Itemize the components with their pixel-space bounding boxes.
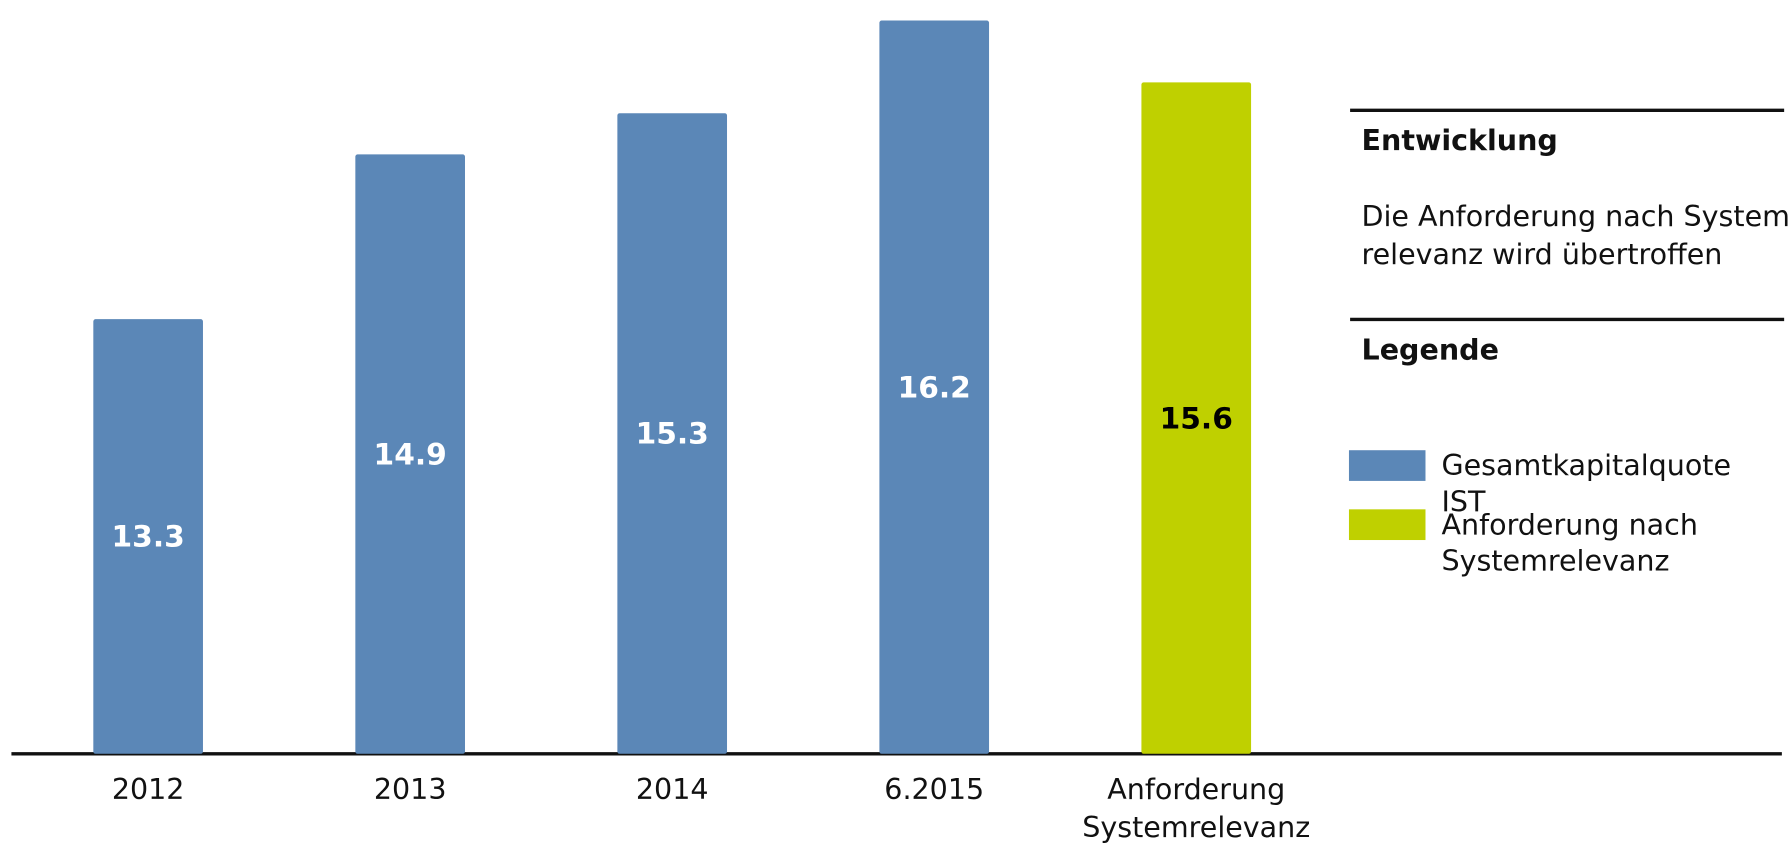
- bar: [355, 154, 465, 754]
- bar: [617, 113, 728, 754]
- legend-heading: Legende: [1362, 333, 1499, 366]
- x-tick-label: 2013: [374, 773, 447, 806]
- value-label: 15.3: [636, 417, 709, 451]
- value-label: 15.6: [1160, 401, 1233, 435]
- value-label: 14.9: [374, 437, 447, 471]
- bar: [93, 319, 203, 754]
- bar: [1141, 82, 1252, 754]
- value-label: 13.3: [112, 520, 185, 554]
- bar: [879, 20, 990, 754]
- panel-text: relevanz wird übertroffen: [1362, 238, 1723, 271]
- x-tick-label: Anforderung Systemrelevanz: [1082, 773, 1310, 843]
- legend-label: Gesamtkapitalquote IST: [1441, 449, 1731, 518]
- legend-swatch: [1348, 450, 1426, 481]
- panel-text: Die Anforderung nach System-: [1362, 200, 1791, 233]
- legend-label: Anforderung nach Systemrelevanz: [1441, 508, 1697, 577]
- x-tick-label: 6.2015: [884, 773, 984, 806]
- x-tick-label: 2012: [112, 773, 185, 806]
- panel-heading: Entwicklung: [1362, 124, 1558, 157]
- value-label: 16.2: [898, 370, 971, 404]
- legend-swatch: [1348, 509, 1426, 541]
- x-tick-label: 2014: [636, 773, 709, 806]
